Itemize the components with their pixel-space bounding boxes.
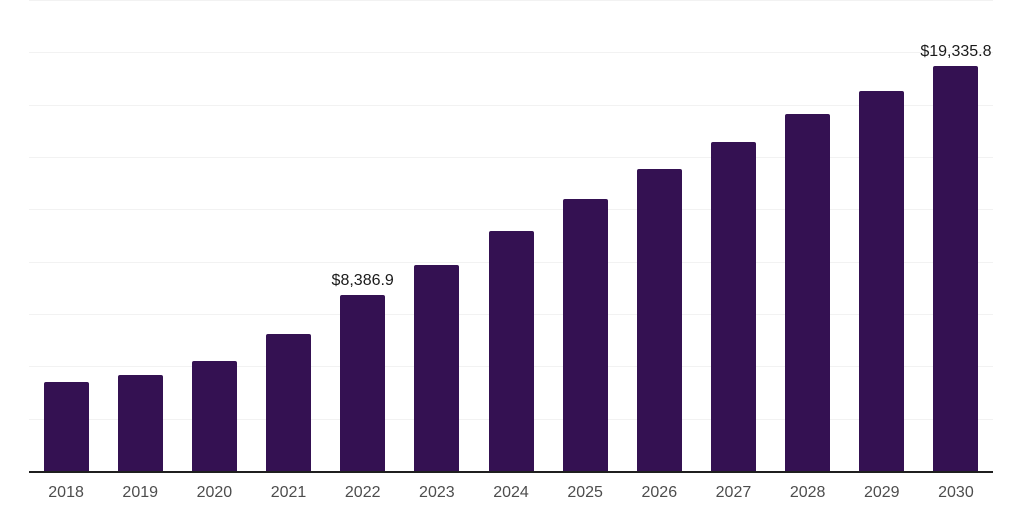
bar-2022 [340, 295, 386, 471]
bar-2027 [710, 141, 756, 471]
gridline-22500 [29, 0, 993, 1]
x-tick-2019: 2019 [122, 484, 159, 501]
x-tick-2030: 2030 [938, 484, 974, 501]
bar-2025 [562, 199, 608, 471]
gridline-17500 [29, 104, 993, 106]
bar-2029 [859, 91, 905, 471]
x-tick-2029: 2029 [863, 484, 900, 501]
x-tick-2020: 2020 [196, 484, 233, 501]
x-axis-line [29, 471, 993, 473]
bar-2026 [636, 169, 682, 471]
x-tick-2027: 2027 [715, 484, 752, 501]
bar-2021 [266, 334, 312, 471]
x-tick-2023: 2023 [419, 484, 455, 501]
plot-area [29, 0, 993, 473]
bar-2023 [414, 265, 460, 471]
data-label-2022: $8,386.9 [331, 272, 394, 290]
bar-2024 [488, 230, 534, 471]
data-label-2030: $19,335.8 [920, 43, 992, 61]
x-tick-2028: 2028 [789, 484, 826, 501]
bar-2020 [191, 360, 237, 471]
gridline-20000 [29, 52, 993, 54]
x-tick-2026: 2026 [641, 484, 678, 501]
bar-2018 [43, 382, 89, 471]
x-tick-2025: 2025 [567, 484, 603, 501]
x-tick-2024: 2024 [493, 484, 529, 501]
x-tick-2021: 2021 [270, 484, 307, 501]
x-tick-2022: 2022 [344, 484, 381, 501]
bar-2030 [933, 66, 979, 471]
x-tick-2018: 2018 [48, 484, 84, 501]
gridline-12500 [29, 209, 993, 211]
gridline-15000 [29, 157, 993, 158]
bar-2019 [117, 374, 163, 471]
bar-2028 [785, 114, 831, 471]
